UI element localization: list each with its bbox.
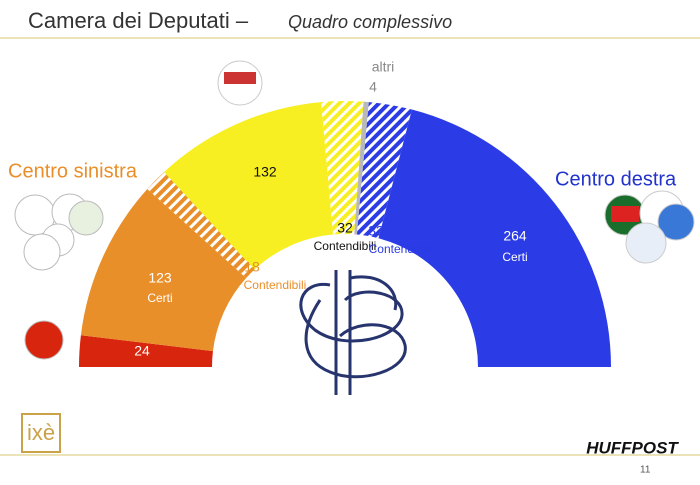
segment-value: 123 (148, 270, 172, 286)
logo (657, 203, 695, 241)
logo (68, 200, 104, 236)
group-label: Centro sinistra (8, 160, 138, 182)
segment-category: altri (372, 59, 395, 75)
segment-labels: 24 123 Certi 18 Contendibili 132 32 Contendibil… (134, 59, 527, 359)
seat-segment (79, 335, 213, 367)
seat-segment (164, 102, 334, 270)
logo-band (224, 72, 256, 84)
emblem-stroke (299, 283, 404, 343)
seat-segment (378, 109, 611, 367)
ixe-logo-box (21, 413, 61, 453)
segment-category: Contendibili (244, 278, 307, 292)
group-label: Centro destra (555, 168, 677, 190)
segment-category: Certi (147, 291, 172, 305)
seat-segment (147, 172, 255, 279)
segment-category: Contendibili (314, 239, 377, 253)
logo (23, 233, 61, 271)
slide-title: Camera dei Deputati – (28, 8, 249, 33)
logo (625, 222, 667, 264)
page-number: 11 (640, 465, 651, 476)
emblem (299, 270, 407, 395)
emblem-stroke (349, 275, 398, 311)
logo-band (611, 206, 639, 222)
seat-segment (356, 102, 412, 239)
segment-value: 4 (369, 79, 377, 95)
left-logos (14, 60, 263, 360)
segment-value: 18 (244, 259, 260, 275)
segment-value: 24 (134, 343, 150, 359)
segment-value: 33 (368, 223, 384, 239)
seat-arc (79, 101, 611, 367)
seat-segment (80, 189, 247, 352)
ixe-logo: ixè (27, 420, 55, 445)
segment-category: Contendibili (369, 242, 432, 256)
seat-segment (354, 101, 369, 235)
emblem-stroke (334, 270, 352, 395)
segment-value: 32 (337, 220, 353, 236)
segment-category: Certi (502, 250, 527, 264)
segment-value: 132 (253, 164, 277, 180)
slide-subtitle: Quadro complessivo (288, 12, 452, 32)
segment-value: 264 (503, 228, 527, 244)
right-logos (604, 190, 695, 264)
seat-segment (321, 101, 364, 235)
logo (24, 320, 64, 360)
huffpost-logo: HUFFPOST (586, 438, 679, 457)
emblem-stroke (304, 299, 407, 379)
